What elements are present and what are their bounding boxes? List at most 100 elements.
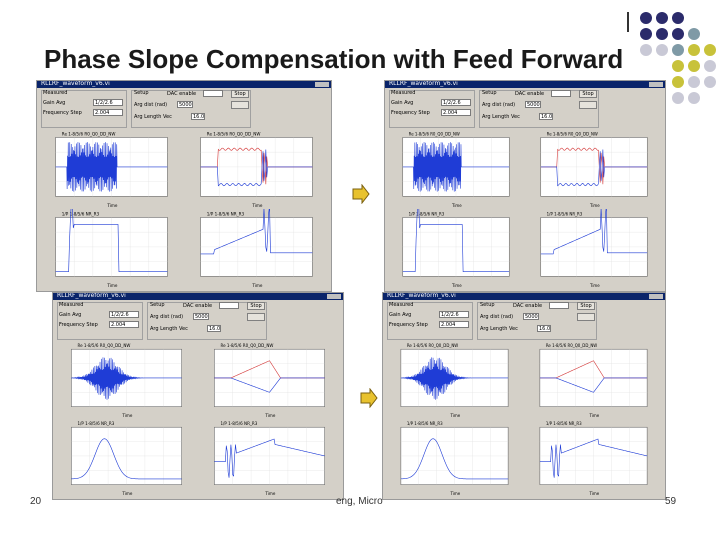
plot-title: Re 1-8/5/6 R0_Q0_DD_NW xyxy=(77,343,130,348)
plot-amplitude-left: Re 1-8/5/6 R0_Q0_DD_NW Time xyxy=(385,341,524,419)
slope-trace xyxy=(200,209,313,255)
window-controls[interactable] xyxy=(649,294,663,299)
freq-step-label: Frequency Step xyxy=(43,110,82,116)
range-field[interactable]: 5000 xyxy=(193,313,209,320)
plot-slope-right: 1/P 1-8/5/6 NR_R3 Time xyxy=(524,419,663,497)
range-field[interactable]: 5000 xyxy=(525,101,541,108)
stop-button[interactable]: Stop xyxy=(231,90,249,98)
avg-field[interactable]: 1/2/2.6 xyxy=(109,311,139,318)
x-axis-label: Time xyxy=(121,413,132,418)
env-plot-svg: 1/P 1-8/5/6 NR_R3 Time xyxy=(55,209,168,288)
window-title: RLLRF_waveform_v6.vi xyxy=(57,292,126,299)
freq-step-label: Frequency Step xyxy=(59,322,98,328)
amplitude-trace xyxy=(402,142,510,192)
dot xyxy=(688,60,700,72)
dac-enable-label: DAC enable xyxy=(167,91,197,97)
plot-title: 1/P 1-8/5/6 NR_R3 xyxy=(62,211,100,216)
stop-button[interactable]: Stop xyxy=(247,302,265,310)
amp-plot-svg: Re 1-8/5/6 R0_Q0_DD_NW Time xyxy=(71,343,182,418)
setup-label: Setup xyxy=(150,302,165,308)
slope-plot-svg: 1/P 1-8/5/6 NR_R3 Time xyxy=(539,421,648,496)
window-controls[interactable] xyxy=(649,82,663,87)
dac-enable-select[interactable] xyxy=(551,90,571,97)
dot xyxy=(704,44,716,56)
plot-phase-right: Re 1-8/5/6 R0_Q0_DD_NW Time xyxy=(198,341,341,419)
plot-slope-right: 1/P 1-8/5/6 NR_R3 Time xyxy=(525,209,663,289)
avg-field[interactable]: 1/2/2.6 xyxy=(441,99,471,106)
plot-title: 1/P 1-8/5/6 NR_R3 xyxy=(407,421,443,426)
control-area: Measured Gain Avg 1/2/2.6 Frequency Step… xyxy=(385,301,663,341)
measured-group xyxy=(57,302,143,340)
plot-title: Re 1-8/5/6 R0_Q0_DD_NW xyxy=(547,131,598,136)
apply-button[interactable] xyxy=(579,101,597,109)
dac-enable-select[interactable] xyxy=(549,302,569,309)
dac-enable-label: DAC enable xyxy=(515,91,545,97)
freq-step-field[interactable]: 2.004 xyxy=(93,109,123,116)
x-axis-label: Time xyxy=(251,283,263,288)
x-axis-label: Time xyxy=(264,491,275,496)
dot xyxy=(656,28,668,40)
dac-enable-select[interactable] xyxy=(203,90,223,97)
freq-step-field[interactable]: 2.004 xyxy=(439,321,469,328)
setup-group xyxy=(477,302,597,340)
plot-area: Re 1-8/5/6 R0_Q0_DD_NW Time Re 1-8/5/6 R0… xyxy=(39,129,329,289)
window-title: RLLRF_waveform_v6.vi xyxy=(387,292,456,299)
length-field[interactable]: 16.0 xyxy=(191,113,205,120)
freq-step-field[interactable]: 2.004 xyxy=(441,109,471,116)
plot-envelope-left: 1/P 1-8/5/6 NR_R3 Time xyxy=(385,419,524,497)
range-field[interactable]: 5000 xyxy=(523,313,539,320)
avg-label: Gain Avg xyxy=(389,312,412,318)
window-controls[interactable] xyxy=(327,294,341,299)
plot-slope-right: 1/P 1-8/5/6 NR_R3 Time xyxy=(184,209,329,289)
control-area: Measured Gain Avg 1/2/2.6 Frequency Step… xyxy=(39,89,329,129)
window-title: RLLRF_waveform_v6.vi xyxy=(41,80,110,87)
stop-button[interactable]: Stop xyxy=(579,90,597,98)
x-axis-label: Time xyxy=(589,283,600,288)
freq-step-label: Frequency Step xyxy=(389,322,428,328)
apply-button[interactable] xyxy=(247,313,265,321)
length-field[interactable]: 16.0 xyxy=(207,325,221,332)
arrow-right-icon xyxy=(360,388,378,408)
x-axis-label: Time xyxy=(451,283,462,288)
range-field[interactable]: 5000 xyxy=(177,101,193,108)
x-axis-label: Time xyxy=(251,203,263,208)
dot xyxy=(688,76,700,88)
plot-title: Re 1-8/5/6 R0_Q0_DD_NW xyxy=(407,343,458,348)
apply-button[interactable] xyxy=(231,101,249,109)
envelope-trace xyxy=(55,209,168,272)
dot xyxy=(640,28,652,40)
window-titlebar: RLLRF_waveform_v6.vi xyxy=(37,81,331,88)
dot xyxy=(688,28,700,40)
window-controls[interactable] xyxy=(315,82,329,87)
phase-trace-blue xyxy=(540,149,648,187)
dot xyxy=(672,12,684,24)
measured-label: Measured xyxy=(43,90,68,96)
freq-step-field[interactable]: 2.004 xyxy=(109,321,139,328)
plot-amplitude-left: Re 1-8/5/6 R0_Q0_DD_NW Time xyxy=(39,129,184,209)
plot-title: 1/P 1-8/5/6 NR_R3 xyxy=(207,211,245,216)
dot xyxy=(672,44,684,56)
footer-date: 20 xyxy=(30,496,42,507)
range-label: Arg dist (rad) xyxy=(480,314,514,320)
phase-plot-svg: Re 1-8/5/6 R0_Q0_DD_NW Time xyxy=(200,131,313,208)
apply-button[interactable] xyxy=(577,313,595,321)
dot xyxy=(672,28,684,40)
measured-label: Measured xyxy=(389,302,414,308)
length-field[interactable]: 16.0 xyxy=(539,113,553,120)
amplitude-trace xyxy=(71,357,182,400)
dac-enable-select[interactable] xyxy=(219,302,239,309)
avg-field[interactable]: 1/2/2.6 xyxy=(439,311,469,318)
setup-label: Setup xyxy=(134,90,149,96)
avg-field[interactable]: 1/2/2.6 xyxy=(93,99,123,106)
range-label: Arg dist (rad) xyxy=(482,102,516,108)
stop-button[interactable]: Stop xyxy=(577,302,595,310)
length-label: Arg Length Vec xyxy=(150,326,188,332)
length-field[interactable]: 16.0 xyxy=(537,325,551,332)
plot-amplitude-left: Re 1-8/5/6 R0_Q0_DD_NW Time xyxy=(387,129,525,209)
x-axis-label: Time xyxy=(264,413,275,418)
plot-area: Re 1-8/5/6 R0_Q0_DD_NW Time Re 1-8/5/6 R0… xyxy=(55,341,341,497)
plot-title: 1/P 1-8/5/6 NR_R3 xyxy=(220,421,257,426)
env-plot-svg: 1/P 1-8/5/6 NR_R3 Time xyxy=(71,421,182,496)
plot-title: Re 1-8/5/6 R0_Q0_DD_NW xyxy=(207,131,261,136)
waveform-panel-3: RLLRF_waveform_v6.vi Measured Gain Avg 1… xyxy=(52,292,344,500)
